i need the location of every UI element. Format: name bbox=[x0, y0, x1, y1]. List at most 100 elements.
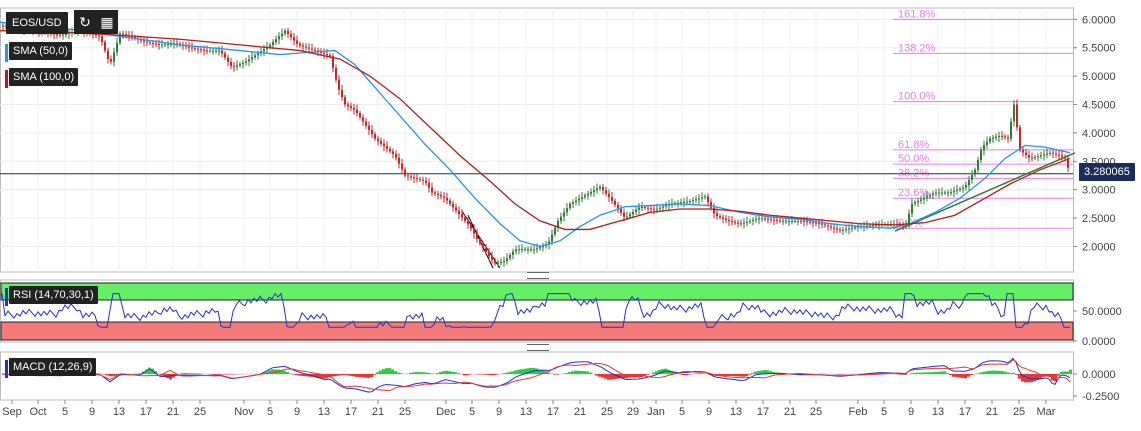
candle-body bbox=[422, 179, 424, 181]
macd-histogram-bar bbox=[283, 370, 286, 374]
x-tick-label: 9 bbox=[908, 406, 914, 418]
macd-histogram-bar bbox=[658, 369, 661, 374]
candle-body bbox=[113, 52, 115, 62]
candle-body bbox=[638, 207, 640, 210]
candle-body bbox=[386, 146, 388, 149]
candle-body bbox=[695, 199, 697, 201]
candle-body bbox=[920, 199, 922, 201]
candle-body bbox=[395, 153, 397, 158]
candle-body bbox=[800, 220, 802, 222]
candle-body bbox=[848, 228, 850, 230]
candle-body bbox=[713, 207, 715, 214]
candle-body bbox=[563, 212, 565, 217]
macd-histogram-bar bbox=[1060, 371, 1063, 374]
fib-level-label: 100.0% bbox=[898, 91, 936, 103]
candle-body bbox=[983, 144, 985, 151]
sma100-label[interactable]: SMA (100,0) bbox=[9, 68, 79, 86]
symbol-label[interactable]: EOS/USD bbox=[6, 12, 68, 34]
candle-body bbox=[440, 195, 442, 197]
candle-body bbox=[1046, 153, 1048, 155]
macd-histogram-bar bbox=[373, 374, 376, 375]
candle-body bbox=[608, 193, 610, 198]
candle-body bbox=[605, 190, 607, 194]
x-tick-label: 17 bbox=[959, 406, 971, 418]
candle-body bbox=[593, 190, 595, 192]
macd-histogram-bar bbox=[214, 374, 217, 375]
x-tick-label: 25 bbox=[810, 406, 822, 418]
candle-body bbox=[569, 203, 571, 209]
macd-histogram-bar bbox=[106, 374, 109, 376]
macd-histogram-bar bbox=[313, 374, 316, 378]
candle-body bbox=[158, 44, 160, 46]
candle-body bbox=[164, 44, 166, 46]
macd-histogram-bar bbox=[316, 374, 319, 378]
candle-body bbox=[362, 117, 364, 122]
candle-body bbox=[572, 202, 574, 204]
macd-histogram-bar bbox=[268, 370, 271, 374]
rsi-panel: 50.0000 0.0000 bbox=[0, 279, 1122, 348]
macd-histogram-bar bbox=[964, 374, 967, 379]
macd-label[interactable]: MACD (12,26,9) bbox=[9, 358, 97, 376]
macd-histogram-bar bbox=[286, 372, 289, 374]
candle-body bbox=[926, 196, 928, 198]
macd-histogram-bar bbox=[421, 372, 424, 374]
candle-body bbox=[737, 222, 739, 224]
candle-body bbox=[644, 207, 646, 209]
candle-body bbox=[308, 47, 310, 49]
refresh-icon[interactable]: ↻ bbox=[74, 10, 96, 34]
candle-body bbox=[257, 53, 259, 56]
candle-body bbox=[689, 201, 691, 203]
candle-body bbox=[551, 234, 553, 242]
candle-body bbox=[761, 218, 763, 220]
macd-panel: 0.0000 -0.2500 bbox=[0, 351, 1119, 403]
candle-body bbox=[263, 49, 265, 52]
x-tick-label: 9 bbox=[496, 406, 502, 418]
rsi-label[interactable]: RSI (14,70,30,1) bbox=[9, 286, 98, 304]
macd-histogram-bar bbox=[424, 372, 427, 374]
rsi-tick-label: 0.0000 bbox=[1082, 336, 1116, 348]
candle-body bbox=[986, 141, 988, 145]
candle-body bbox=[338, 79, 340, 90]
macd-histogram-bar bbox=[103, 374, 106, 375]
sma50-label[interactable]: SMA (50,0) bbox=[9, 42, 73, 60]
candle-body bbox=[635, 209, 637, 213]
candle-body bbox=[815, 222, 817, 224]
candle-body bbox=[683, 201, 685, 203]
candle-body bbox=[1055, 153, 1057, 155]
macd-histogram-bar bbox=[322, 374, 325, 379]
macd-histogram-bar bbox=[271, 369, 274, 374]
candle-body bbox=[59, 34, 61, 36]
panel-resize-handle-2[interactable] bbox=[527, 344, 549, 351]
candle-body bbox=[995, 136, 997, 138]
macd-histogram-bar bbox=[508, 372, 511, 374]
fib-level-label: 23.6% bbox=[898, 187, 929, 199]
candle-body bbox=[719, 216, 721, 218]
rsi-tick-label: 50.0000 bbox=[1082, 306, 1122, 318]
candle-body bbox=[962, 187, 964, 189]
macd-histogram-bar bbox=[946, 372, 949, 374]
macd-histogram-bar bbox=[922, 372, 925, 374]
candle-body bbox=[692, 200, 694, 202]
macd-histogram-bar bbox=[694, 373, 697, 374]
candle-body bbox=[521, 249, 523, 251]
macd-histogram-bar bbox=[967, 374, 970, 377]
macd-histogram-bar bbox=[769, 371, 772, 374]
macd-histogram-bar bbox=[307, 374, 310, 377]
macd-histogram-bar bbox=[724, 374, 727, 376]
macd-histogram-bar bbox=[997, 370, 1000, 374]
macd-histogram-bar bbox=[625, 374, 628, 379]
panel-resize-handle-1[interactable] bbox=[527, 272, 549, 279]
macd-histogram-bar bbox=[1036, 374, 1039, 381]
candle-body bbox=[662, 206, 664, 208]
candle-body bbox=[950, 192, 952, 194]
candle-body bbox=[512, 251, 514, 255]
candle-body bbox=[554, 227, 556, 235]
candle-body bbox=[536, 248, 538, 250]
screenshot-icon[interactable]: ▦ bbox=[96, 10, 118, 34]
fib-level-label: 61.8% bbox=[898, 139, 929, 151]
candle-body bbox=[296, 40, 298, 44]
candle-body bbox=[68, 33, 70, 35]
candle-body bbox=[155, 43, 157, 45]
candle-body bbox=[314, 49, 316, 51]
candle-body bbox=[665, 205, 667, 207]
